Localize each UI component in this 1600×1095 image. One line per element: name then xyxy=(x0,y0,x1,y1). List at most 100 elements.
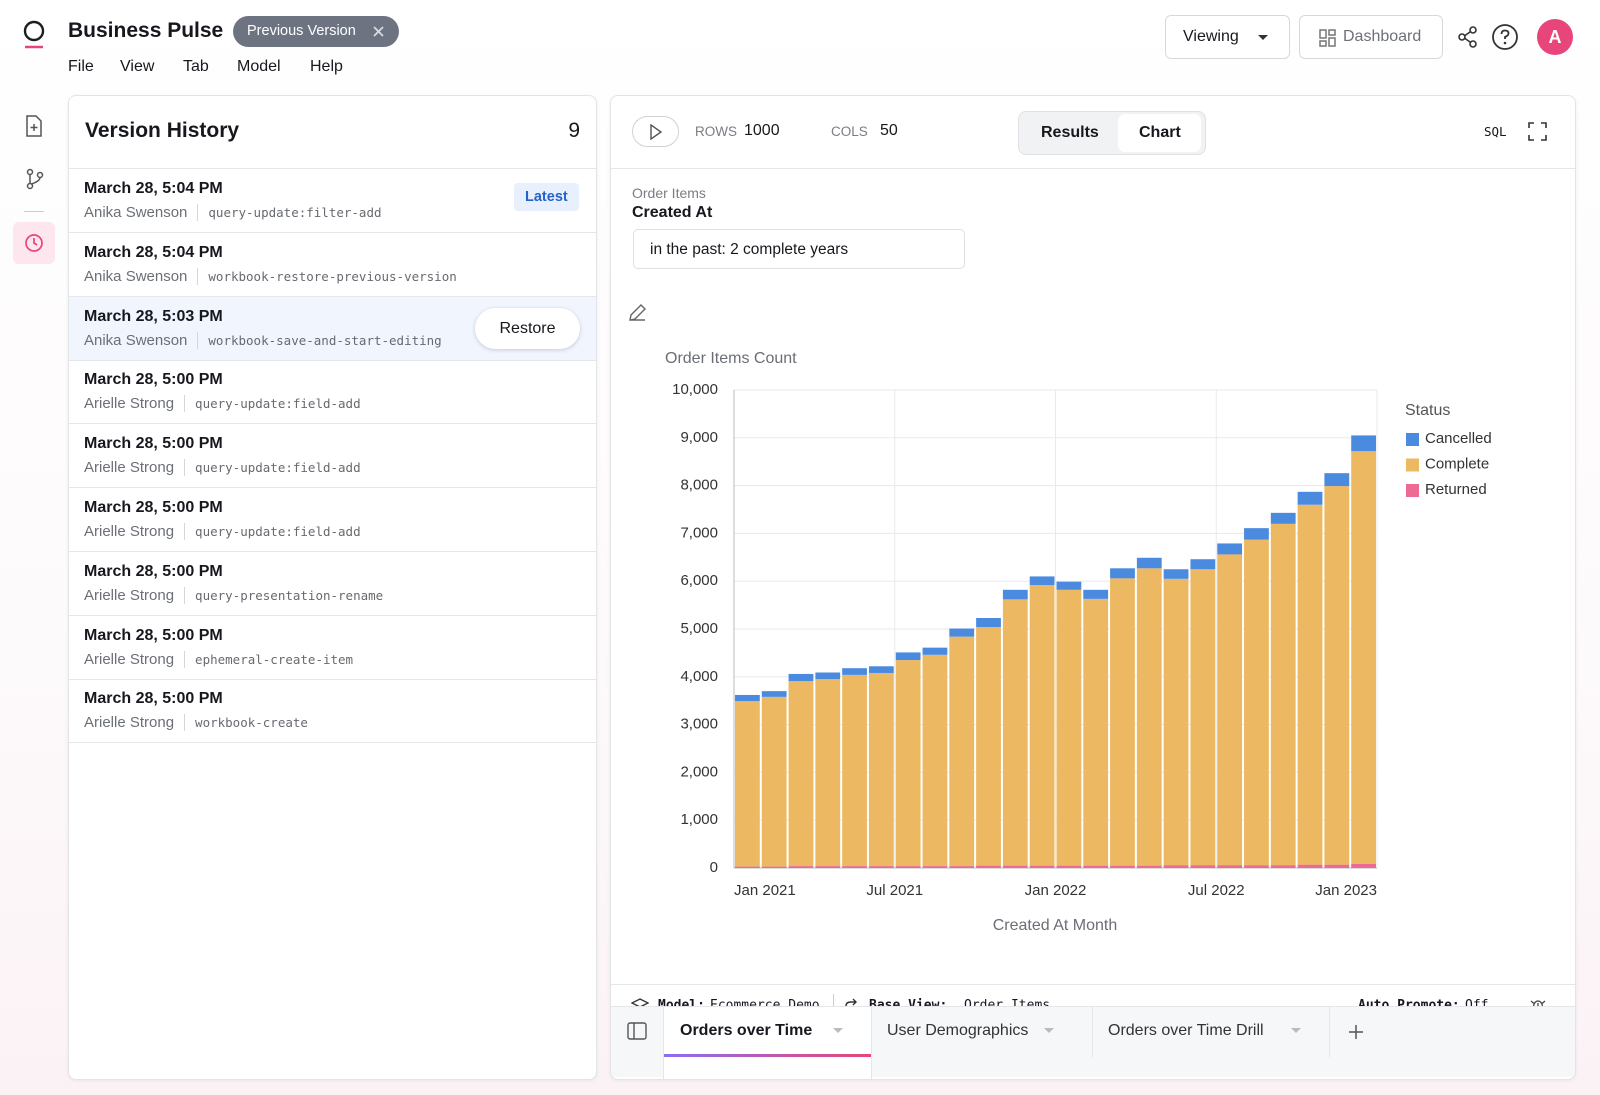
bar-segment xyxy=(923,648,948,655)
bar-segment xyxy=(1057,866,1082,868)
x-tick-label: Jul 2022 xyxy=(1188,882,1245,899)
tab-caret[interactable] xyxy=(1291,1028,1301,1034)
bar-segment xyxy=(1351,435,1376,451)
version-meta: Arielle Strongquery-update:field-add xyxy=(84,523,361,540)
avatar[interactable]: A xyxy=(1537,19,1573,55)
badge-close[interactable] xyxy=(372,25,385,38)
dashboard-text: Dashboard xyxy=(1343,28,1421,46)
bar-segment xyxy=(869,666,894,673)
version-row[interactable]: March 28, 5:00 PMArielle Strongworkbook-… xyxy=(69,679,596,743)
tab-underline xyxy=(664,1054,871,1057)
bar-segment xyxy=(869,673,894,866)
x-tick-label: Jul 2021 xyxy=(866,882,923,899)
dashboard-button[interactable]: Dashboard xyxy=(1299,15,1443,59)
query-panel: ROWS 1000 COLS 50 Results Chart SQL Orde… xyxy=(610,95,1576,1080)
version-count: 9 xyxy=(568,119,580,143)
dashboard-icon xyxy=(1319,29,1337,47)
share-icon[interactable] xyxy=(1457,26,1479,48)
version-row[interactable]: March 28, 5:00 PM Arielle Strongephemeral… xyxy=(69,616,596,680)
tab-label[interactable]: Orders over Time Drill xyxy=(1108,1022,1264,1040)
version-row[interactable]: March 28, 5:00 PMArielle Strongquery-upd… xyxy=(69,488,596,552)
version-row[interactable]: March 28, 5:00 PMArielle Strongquery-upd… xyxy=(69,360,596,424)
bar-segment xyxy=(949,866,974,868)
bar-segment xyxy=(1137,558,1162,569)
version-date: March 28, 5:00 PM xyxy=(84,627,223,645)
bar-segment xyxy=(896,660,921,866)
bar-segment xyxy=(1083,590,1108,599)
version-action: workbook-save-and-start-editing xyxy=(208,333,441,348)
version-meta: Arielle Strongephemeral-create-item xyxy=(84,651,353,668)
y-tick-label: 9,000 xyxy=(680,429,718,446)
tab-separator xyxy=(1329,1007,1330,1057)
tab-caret[interactable] xyxy=(1044,1028,1054,1034)
version-row[interactable]: March 28, 5:04 PMAnika Swensonquery-upda… xyxy=(69,169,596,233)
version-meta: Anika Swensonworkbook-restore-previous-v… xyxy=(84,268,457,285)
bar-segment xyxy=(1030,866,1055,868)
bar-segment xyxy=(789,681,814,866)
version-action: workbook-create xyxy=(195,715,308,730)
version-row[interactable]: March 28, 5:03 PMAnika Swensonworkbook-s… xyxy=(69,297,596,361)
bar-segment xyxy=(1164,865,1189,868)
legend-swatch xyxy=(1406,459,1419,472)
version-row[interactable]: March 28, 5:00 PMArielle Strongquery-upd… xyxy=(69,424,596,488)
menu-item[interactable]: Model xyxy=(237,58,281,76)
version-action: query-update:filter-add xyxy=(208,205,381,220)
menu-item[interactable]: View xyxy=(120,58,154,76)
bar-segment xyxy=(1244,540,1269,866)
version-author: Arielle Strong xyxy=(84,651,174,668)
meta-separator xyxy=(197,268,198,285)
legend-swatch xyxy=(1406,433,1419,446)
branch-icon[interactable] xyxy=(25,168,45,190)
bar-segment xyxy=(1190,559,1215,569)
bar-segment xyxy=(789,674,814,681)
bar-segment xyxy=(1244,528,1269,539)
y-tick-label: 6,000 xyxy=(680,572,718,589)
bar-segment xyxy=(1217,543,1242,554)
y-tick-label: 0 xyxy=(710,859,718,876)
help-icon[interactable] xyxy=(1491,23,1519,51)
y-tick-label: 7,000 xyxy=(680,524,718,541)
tab-caret[interactable] xyxy=(833,1028,843,1034)
version-history-panel: Version History 9 March 28, 5:04 PMAnika… xyxy=(68,95,597,1080)
tab-active[interactable]: Orders over Time xyxy=(663,1007,872,1079)
bar-segment xyxy=(976,866,1001,868)
bar-segment xyxy=(1271,524,1296,865)
bar-segment xyxy=(1003,866,1028,868)
menu-item[interactable]: Tab xyxy=(183,58,209,76)
bar-segment xyxy=(1003,599,1028,865)
bar-segment xyxy=(1324,865,1349,868)
sidebar-toggle[interactable] xyxy=(627,1022,647,1040)
legend-label: Returned xyxy=(1425,481,1487,498)
version-author: Arielle Strong xyxy=(84,459,174,476)
history-button[interactable] xyxy=(13,222,55,264)
bar-segment xyxy=(842,675,867,866)
version-author: Arielle Strong xyxy=(84,523,174,540)
logo[interactable] xyxy=(20,18,50,52)
latest-badge: Latest xyxy=(514,183,579,211)
version-date: March 28, 5:00 PM xyxy=(84,435,223,453)
bar-segment xyxy=(976,618,1001,627)
version-badge: Previous Version xyxy=(233,16,399,47)
bar-segment xyxy=(1190,569,1215,865)
version-row[interactable]: March 28, 5:04 PMAnika Swensonworkbook-r… xyxy=(69,233,596,297)
tab-label[interactable]: User Demographics xyxy=(887,1022,1028,1040)
bar-segment xyxy=(1324,486,1349,865)
viewing-button[interactable]: Viewing xyxy=(1165,15,1290,59)
restore-button[interactable]: Restore xyxy=(475,308,580,349)
y-tick-label: 10,000 xyxy=(672,381,718,398)
version-row[interactable]: March 28, 5:00 PMArielle Strongquery-pre… xyxy=(69,552,596,616)
bar-segment xyxy=(949,629,974,637)
menu-item[interactable]: Help xyxy=(310,58,343,76)
new-doc-icon[interactable] xyxy=(24,115,44,137)
bar-segment xyxy=(1164,569,1189,579)
add-tab[interactable] xyxy=(1348,1024,1364,1040)
version-action: workbook-restore-previous-version xyxy=(208,269,456,284)
y-axis-title: Order Items Count xyxy=(665,350,797,367)
bar-segment xyxy=(1057,590,1082,866)
bar-segment xyxy=(735,701,760,866)
version-author: Arielle Strong xyxy=(84,395,174,412)
bar-segment xyxy=(1137,568,1162,865)
bar-segment xyxy=(1030,576,1055,585)
x-tick-label: Jan 2021 xyxy=(734,882,796,899)
menu-item[interactable]: File xyxy=(68,58,94,76)
